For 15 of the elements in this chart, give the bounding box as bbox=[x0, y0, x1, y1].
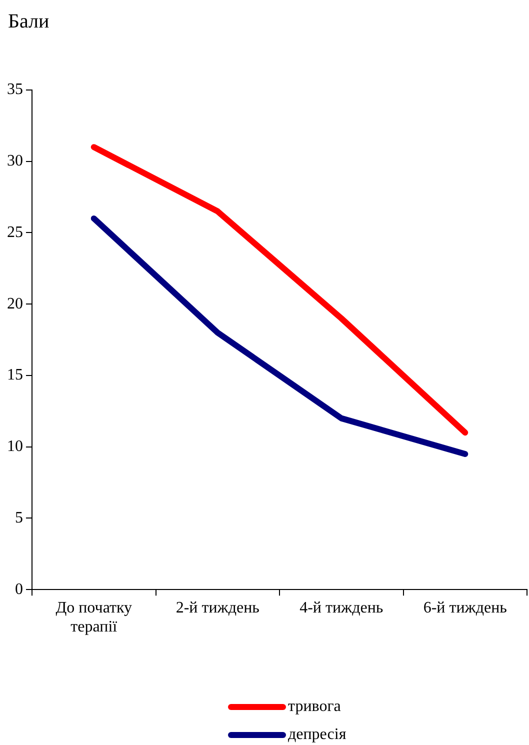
y-tick-label: 35 bbox=[7, 81, 23, 98]
y-tick-label: 30 bbox=[7, 152, 23, 170]
y-tick-label: 15 bbox=[7, 366, 23, 384]
x-tick-label: 4-й тиждень bbox=[300, 599, 384, 616]
x-tick-label: 2-й тиждень bbox=[176, 599, 260, 616]
y-axis-title: Бали bbox=[8, 10, 50, 32]
y-tick-label: 0 bbox=[15, 580, 23, 598]
y-tick-label: 10 bbox=[7, 438, 23, 456]
legend-label: депресія bbox=[288, 726, 346, 744]
y-tick-label: 25 bbox=[7, 224, 23, 241]
legend-label: тривога bbox=[288, 698, 341, 716]
y-tick-label: 5 bbox=[15, 509, 23, 526]
x-tick-label: 6-й тиждень bbox=[423, 599, 507, 616]
x-tick-label: До початку терапії bbox=[56, 599, 132, 636]
y-tick-label: 20 bbox=[7, 295, 23, 312]
